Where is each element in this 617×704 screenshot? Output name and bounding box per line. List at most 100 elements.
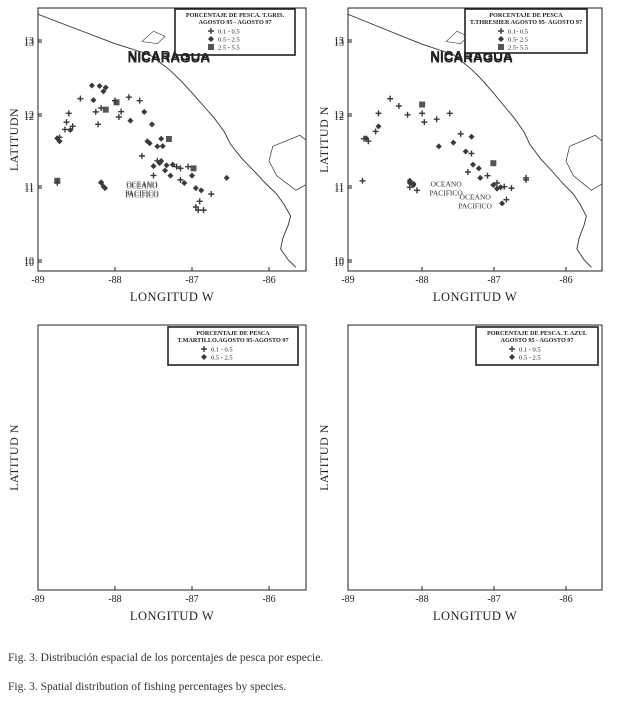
point-plus [54,179,61,186]
legend-item-label: 2.5- 5.5 [508,45,528,52]
caption-english: Fig. 3. Spatial distribution of fishing … [8,681,287,693]
point-diamond [100,88,107,95]
point-plus [63,119,70,126]
point-plus [92,108,99,115]
x-axis-label: LONGITUD W [130,609,214,623]
point-plus [173,163,180,170]
point-diamond [192,185,199,192]
ocean-label: PACIFICO [429,189,463,198]
point-plus [150,172,157,179]
point-plus [395,103,402,109]
ocean-label: PACIFICO [125,189,159,198]
ocean-label: PACIFICO [458,202,492,211]
point-plus [457,130,464,137]
point-plus [359,177,366,184]
legend-item-label: 0.5- 2.5 [508,37,528,44]
point-plus [185,163,192,170]
point-plus [115,114,122,120]
x-tick-label: -86 [262,594,275,605]
y-tick-label: 11 [24,182,34,193]
point-plus [138,152,145,159]
ocean-label: OCEANO [430,180,462,189]
point-square [102,106,109,113]
point-plus [61,126,68,133]
country-label: NICARAGUA [430,51,513,66]
map-panel-1: -89 -88 -87 -86 13 12 11 10 LONGITUD W LATITUDN NI… [7,7,307,304]
x-tick-label: -88 [415,594,428,605]
point-diamond [450,139,457,146]
point-diamond [167,172,174,179]
point-square [419,101,426,108]
point-diamond [158,135,165,142]
legend-symbol-plus [498,28,504,34]
y-tick-label: 12 [24,110,34,121]
legend-symbol-square [498,44,504,50]
y-tick-label: 13 [24,38,34,49]
point-plus [508,185,515,192]
point-diamond [163,162,170,169]
legend-box [174,8,296,56]
point-plus [406,184,413,191]
map-panel-4: -89 -88 -87 -86 13 12 11 10 LONGITUD W LATITUD N N… [317,38,603,623]
y-tick-label: 12 [334,112,344,123]
legend-title: PORCENTAJE DE PESCA. T.GRIS. [186,12,285,19]
point-plus [77,95,84,102]
legend-subtitle: T.THRESHER AGOSTO 95- AGOSTO 97 [470,19,582,26]
point-plus [468,150,475,157]
legend-symbol-diamond [509,354,515,360]
point-plus [112,97,118,104]
point-plus [177,176,184,183]
legend-symbol-plus [201,346,207,352]
x-tick-label: -86 [262,275,275,286]
point-diamond [497,184,504,191]
y-tick-label: 13 [24,36,34,47]
coast-group [38,13,306,268]
y-tick-label: 11 [24,184,34,195]
point-plus [196,198,203,205]
point-plus [503,196,510,203]
point-diamond [469,161,476,168]
legend-item-label: 0.1 - 0.5 [211,347,233,354]
point-plus [493,180,500,186]
legend-box [167,326,299,366]
legend-item-label: 0.1- 0.5 [508,29,528,36]
y-tick-label: 11 [334,182,344,193]
y-axis-label: LATITUD N [317,424,331,491]
map-panel-3: -89 -88 -87 -86 13 12 11 10 LONGITUD W LATITUD N N… [7,38,307,623]
legend-subtitle: AGOSTO 95 - AGOSTO 97 [500,337,573,344]
point-diamond [148,121,155,128]
x-tick-label: -89 [31,275,44,286]
legend-item-label: 0.1 - 0.5 [519,347,541,354]
point-plus [419,110,426,117]
y-axis-label: LATITUD N [7,424,21,491]
point-diamond [499,200,506,207]
legend-subtitle: T.MARTILLO.AGOSTO 95-AGOSTO 97 [177,337,288,344]
y-axis-label: LATITUD N [317,106,331,173]
point-square [113,99,120,106]
point-diamond [462,148,469,155]
legend-subtitle: AGOSTO 95 - AGOSTO 97 [198,19,271,26]
point-plus [414,187,421,194]
point-diamond [223,174,230,181]
x-tick-label: -87 [185,594,198,605]
x-tick-label: -87 [185,275,198,286]
point-plus [446,110,453,117]
x-tick-label: -89 [341,594,354,605]
map-frame [37,324,307,591]
legend-item-label: 0.5 - 2.5 [519,355,541,362]
legend-box [464,8,588,54]
point-plus [95,121,102,128]
ocean-label: PACIFICO [125,191,159,200]
point-plus [177,165,184,172]
x-tick-label: -86 [559,594,572,605]
point-plus [136,97,143,104]
y-axis-label: LATITUDN [7,108,21,171]
point-plus [464,169,471,175]
point-plus [69,123,76,130]
point-square [490,160,497,167]
point-plus [200,207,207,214]
legend-item-label: 0.1 - 0.5 [218,29,240,36]
point-diamond [90,97,97,104]
